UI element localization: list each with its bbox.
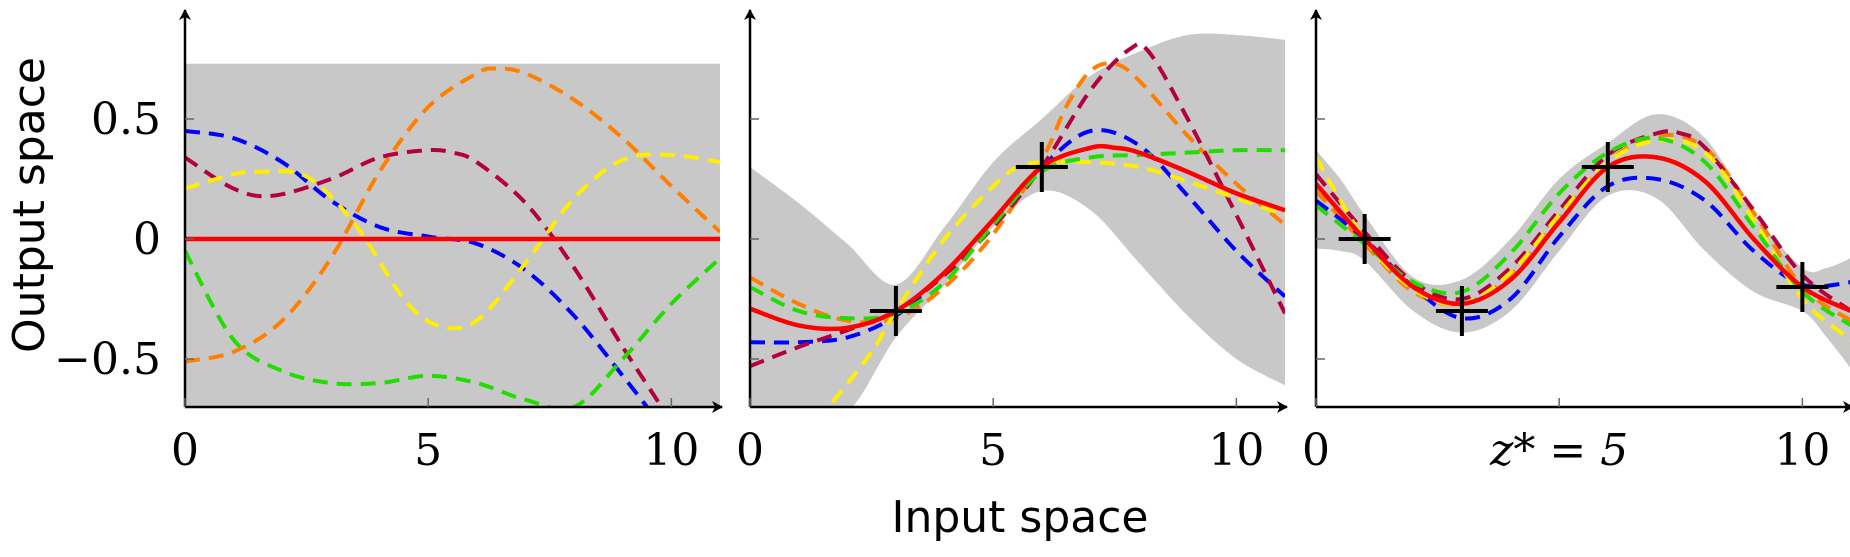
panel-prior: 0.50−0.50 5 10 [54,9,723,476]
x-tick-label: 10 [1208,425,1264,476]
x-axis-title: Input space [892,492,1149,543]
y-axis-title: Output space [4,57,55,353]
observation-marker [1776,262,1829,312]
x-tick-label: 0 [171,425,199,476]
sample-curve-5 [1316,135,1850,328]
y-tick-label: 0.5 [91,94,161,145]
x-tick-label: z* = 5 [1489,425,1628,476]
x-tick-label: 10 [643,425,699,476]
confidence-band [185,63,720,407]
sample-curve-2 [750,128,1285,345]
panel-posterior-four-points: 0 z* = 5 10 [1302,9,1850,476]
confidence-band [750,33,1285,407]
observation-marker [1435,286,1488,336]
y-tick-label: −0.5 [54,334,161,385]
observation-marker [1581,142,1634,192]
confidence-band [1316,114,1850,368]
observation-marker [1015,142,1068,192]
observation-marker [869,286,922,336]
x-tick-label: 10 [1774,425,1830,476]
observation-marker [1338,214,1391,264]
x-tick-label: 5 [414,425,442,476]
plot-area [1316,114,1850,368]
sample-curve-5 [750,148,1285,321]
y-tick-label: 0 [133,214,161,265]
x-tick-label: 0 [736,425,764,476]
sample-curve-3 [185,147,664,407]
plot-area [185,63,720,407]
x-tick-label: 0 [1302,425,1330,476]
sample-curve-5 [185,250,720,407]
sample-curve-1 [750,61,1285,325]
sample-curve-2 [185,129,649,407]
panel-posterior-two-points: 0 5 10 [736,9,1288,476]
plot-area [750,33,1285,407]
x-tick-label: 5 [979,425,1007,476]
mean-curve [1316,154,1850,314]
sample-curve-4 [185,152,720,331]
sample-curve-1 [185,66,720,364]
